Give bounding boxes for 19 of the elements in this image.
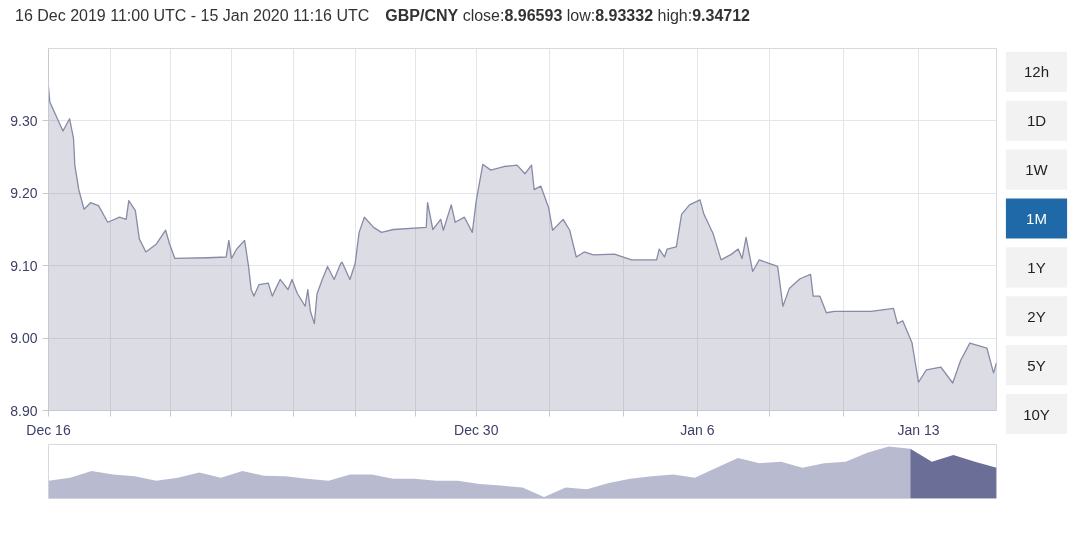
y-tick-label: 9.00 xyxy=(10,330,38,347)
x-tick-label: Dec 16 xyxy=(26,421,71,438)
category-label: 1Y xyxy=(1027,258,1046,276)
y-tick-label: 9.30 xyxy=(10,112,38,129)
y-tick-label: 9.20 xyxy=(10,185,38,202)
chart-title: 16 Dec 2019 11:00 UTC - 15 Jan 2020 11:16 UTC xyxy=(15,7,370,24)
y-tick-label: 8.90 xyxy=(10,402,38,419)
chart-subtitle: GBP/CNY close:8.96593 low:8.93332 high:9.34712 xyxy=(385,7,751,24)
category-label: 1W xyxy=(1025,161,1049,179)
category-label: 5Y xyxy=(1027,356,1046,374)
category-label: 10Y xyxy=(1023,405,1050,423)
x-tick-label: Dec 30 xyxy=(454,421,499,438)
x-tick-label: Jan 13 xyxy=(897,421,940,438)
category-label: 1D xyxy=(1026,112,1047,130)
x-tick-label: Jan 6 xyxy=(680,421,715,438)
category-label: 12h xyxy=(1023,63,1050,81)
category-label: 2Y xyxy=(1027,307,1046,325)
category-label: 1M xyxy=(1026,210,1047,227)
y-tick-label: 9.10 xyxy=(10,257,38,274)
